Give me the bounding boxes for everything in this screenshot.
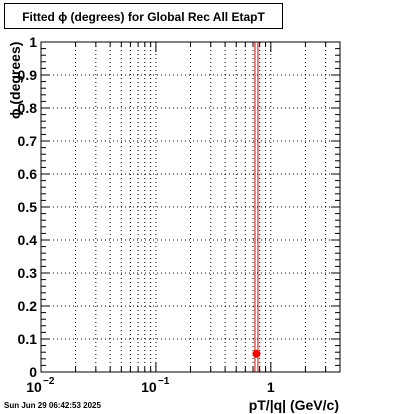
data-points	[252, 349, 261, 358]
data-point	[252, 349, 261, 358]
y-tick-label: 0.1	[18, 331, 38, 347]
y-tick-label: 0	[29, 364, 37, 380]
y-tick-label: 0.7	[18, 133, 38, 149]
x-tick-label: 10	[26, 379, 42, 395]
x-tick-label: 10	[141, 379, 157, 395]
y-tick-labels: 0 0.1 0.2 0.3 0.4 0.5 0.6 0.7 0.8 0.9 1	[18, 34, 38, 380]
grid-lines	[41, 42, 341, 372]
x-tick-exponent: −2	[43, 376, 55, 387]
y-tick-label: 0.9	[18, 67, 38, 83]
y-tick-label: 0.2	[18, 298, 38, 314]
x-tick-labels: 10 −2 10 −1 1	[26, 376, 275, 395]
y-tick-label: 0.3	[18, 265, 38, 281]
y-tick-label: 0.4	[18, 232, 38, 248]
y-axis-label: ϕ (degrees)	[7, 42, 23, 119]
x-tick-label: 1	[267, 379, 275, 395]
vertical-marker-line	[254, 42, 259, 372]
chart-title: Fitted ϕ (degrees) for Global Rec All Et…	[22, 10, 265, 24]
y-tick-label: 0.8	[18, 100, 38, 116]
y-tick-label: 1	[29, 34, 37, 50]
axis-ticks	[40, 41, 341, 373]
x-axis-label: pT/|q| (GeV/c)	[249, 397, 339, 413]
y-tick-label: 0.6	[18, 166, 38, 182]
x-tick-exponent: −1	[158, 376, 170, 387]
timestamp: Sun Jun 29 06:42:53 2025	[4, 401, 101, 410]
y-tick-label: 0.5	[18, 199, 38, 215]
chart-title-box: Fitted ϕ (degrees) for Global Rec All Et…	[4, 3, 283, 29]
